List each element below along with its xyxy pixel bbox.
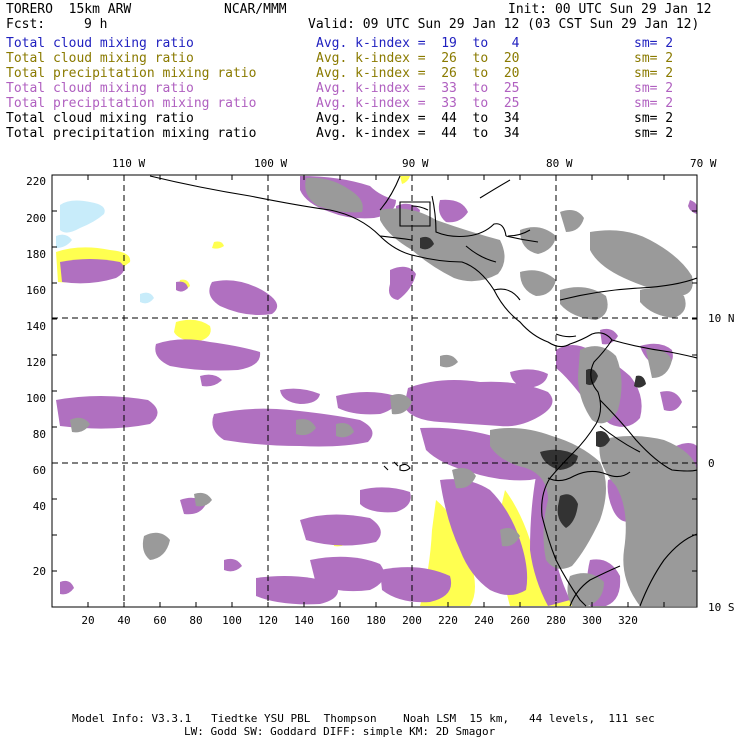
x-tick-label: 200 [402, 614, 422, 627]
legend-sm-4: sm= 2 [634, 81, 674, 96]
map-fields [56, 175, 697, 607]
x-tick-label: 320 [618, 614, 638, 627]
valid-time: Valid: 09 UTC Sun 29 Jan 12 (03 CST Sun … [308, 17, 700, 32]
lat-label-10n: 10 N [708, 312, 735, 325]
legend-index-7: Avg. k-index = 44 to 34 [316, 126, 520, 141]
y-tick-label: 180 [26, 248, 46, 261]
x-tick-label: 60 [153, 614, 166, 627]
legend-field-6: Total cloud mixing ratio [6, 111, 194, 126]
y-tick-label: 140 [26, 320, 46, 333]
lat-lon-grid [52, 175, 697, 607]
organization-label: NCAR/MMM [224, 2, 287, 17]
y-tick-label: 80 [33, 428, 46, 441]
longitude-labels: 110 W 100 W 90 W 80 W 70 W [112, 157, 717, 170]
lat-label-0: 0 [708, 457, 715, 470]
legend-field-2: Total cloud mixing ratio [6, 51, 194, 66]
y-tick-label: 120 [26, 356, 46, 369]
x-tick-label: 220 [438, 614, 458, 627]
y-grid-labels: 220 200 180 160 140 120 100 80 60 40 20 [26, 175, 46, 578]
legend-sm-1: sm= 2 [634, 36, 674, 51]
lon-label-80w: 80 W [546, 157, 573, 170]
legend-sm-5: sm= 2 [634, 96, 674, 111]
legend-field-3: Total precipitation mixing ratio [6, 66, 257, 81]
y-tick-label: 100 [26, 392, 46, 405]
dark-gray-field [420, 236, 646, 528]
legend-sm-2: sm= 2 [634, 51, 674, 66]
model-title: TORERO 15km ARW [6, 2, 132, 17]
forecast-label: Fcst: [6, 17, 46, 32]
legend-index-4: Avg. k-index = 33 to 25 [316, 81, 520, 96]
legend-index-3: Avg. k-index = 26 to 20 [316, 66, 520, 81]
x-grid-labels: 20 40 60 80 100 120 140 160 180 200 220 … [81, 614, 638, 627]
y-tick-label: 60 [33, 464, 46, 477]
init-time: Init: 00 UTC Sun 29 Jan 12 [508, 2, 712, 17]
x-tick-label: 260 [510, 614, 530, 627]
legend-sm-7: sm= 2 [634, 126, 674, 141]
x-tick-label: 280 [546, 614, 566, 627]
y-tick-label: 40 [33, 500, 46, 513]
x-tick-label: 300 [582, 614, 602, 627]
tick-marks [52, 175, 697, 607]
lon-label-70w: 70 W [690, 157, 717, 170]
x-tick-label: 80 [189, 614, 202, 627]
lat-label-10s: 10 S [708, 601, 735, 614]
x-tick-label: 100 [222, 614, 242, 627]
light-blue-cloud-field [56, 200, 154, 304]
x-tick-label: 240 [474, 614, 494, 627]
legend-index-6: Avg. k-index = 44 to 34 [316, 111, 520, 126]
legend-sm-3: sm= 2 [634, 66, 674, 81]
x-tick-label: 40 [117, 614, 130, 627]
lon-label-90w: 90 W [402, 157, 429, 170]
lon-label-100w: 100 W [254, 157, 287, 170]
legend-field-4: Total cloud mixing ratio [6, 81, 194, 96]
model-info-line-1: Model Info: V3.3.1 Tiedtke YSU PBL Thomp… [72, 712, 655, 725]
legend-sm-6: sm= 2 [634, 111, 674, 126]
legend-index-2: Avg. k-index = 26 to 20 [316, 51, 520, 66]
model-info-line-2: LW: Godd SW: Goddard DIFF: simple KM: 2D… [184, 725, 496, 738]
lon-label-110w: 110 W [112, 157, 145, 170]
x-tick-label: 140 [294, 614, 314, 627]
x-tick-label: 20 [81, 614, 94, 627]
y-tick-label: 200 [26, 212, 46, 225]
y-tick-label: 220 [26, 175, 46, 188]
forecast-hours: 9 h [84, 17, 108, 32]
legend-index-1: Avg. k-index = 19 to 4 [316, 36, 520, 51]
coastlines [149, 175, 697, 607]
legend-index-5: Avg. k-index = 33 to 25 [316, 96, 520, 111]
latitude-labels: 10 N 0 10 S [708, 312, 735, 614]
legend-field-5: Total precipitation mixing ratio [6, 96, 257, 111]
legend-field-7: Total precipitation mixing ratio [6, 126, 257, 141]
x-tick-label: 180 [366, 614, 386, 627]
legend-field-1: Total cloud mixing ratio [6, 36, 194, 51]
x-tick-label: 120 [258, 614, 278, 627]
gray-field [70, 177, 697, 606]
y-tick-label: 160 [26, 284, 46, 297]
x-tick-label: 160 [330, 614, 350, 627]
y-tick-label: 20 [33, 565, 46, 578]
